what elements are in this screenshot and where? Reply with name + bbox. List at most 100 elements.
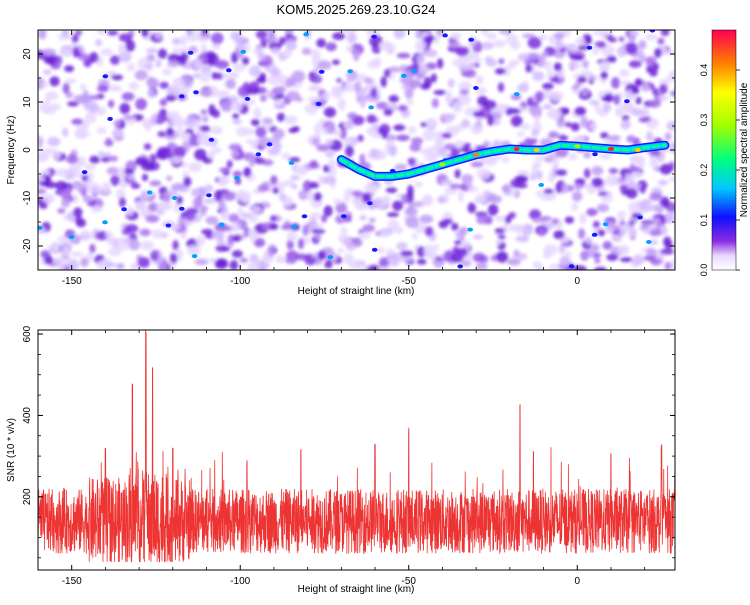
y-tick-label: 0	[22, 147, 33, 153]
spectrogram-cell	[226, 160, 233, 169]
spectrogram-cell	[200, 109, 208, 115]
spectrogram-cell	[649, 229, 662, 237]
spectrogram-cell	[660, 248, 675, 255]
spectrogram-cell	[203, 198, 217, 204]
spectrogram-cell	[202, 115, 209, 123]
spectrogram-cell	[162, 191, 171, 203]
spectrogram-cell	[538, 34, 548, 41]
spectrogram-cell	[407, 185, 414, 196]
spectrogram-hot-cell	[208, 137, 215, 142]
spectrogram-cell	[201, 228, 214, 235]
spectrogram-cell	[342, 30, 357, 34]
spectrogram-cell	[318, 89, 325, 96]
spectrogram-cell	[646, 248, 657, 257]
spectrogram-cell	[422, 129, 435, 141]
spectrogram-hot-cell	[240, 49, 247, 54]
spectrogram-cell	[220, 208, 230, 221]
spectrogram-cell	[619, 219, 626, 227]
spectrogram-cell	[212, 109, 220, 118]
spectrogram-cell	[97, 85, 110, 93]
spectrogram-cell	[657, 95, 670, 101]
spectrogram-cell	[386, 212, 399, 218]
spectrogram-cell	[48, 243, 61, 254]
spectrogram-cell	[396, 242, 408, 251]
spectrogram-cell	[159, 81, 169, 89]
spectrogram-cell	[184, 212, 196, 221]
spectrogram-cell	[172, 116, 186, 129]
spectrogram-hot-cell	[146, 190, 153, 195]
spectrogram-cell	[417, 64, 429, 76]
spectrogram-cell	[548, 263, 563, 270]
spectrogram-cell	[116, 262, 125, 270]
spectrogram-hot-cell	[38, 225, 43, 230]
x-tick-label: -100	[230, 276, 250, 287]
spectrogram-cell	[459, 88, 470, 95]
spectrogram-hot-cell	[586, 45, 593, 50]
spectrogram-cell	[218, 199, 226, 209]
spectrogram-cell	[74, 30, 83, 36]
spectrogram-cell	[459, 247, 468, 257]
spectrogram-cell	[89, 155, 100, 164]
spectrogram-cell	[195, 235, 206, 247]
spectrogram-hot-cell	[538, 182, 544, 187]
spectrogram-cell	[230, 101, 244, 112]
spectrogram-cell	[207, 54, 215, 67]
spectrogram-cell	[555, 39, 564, 51]
spectrogram-cell	[638, 116, 650, 123]
spectrogram-hot-cell	[401, 73, 407, 78]
spectrogram-cell	[526, 52, 540, 60]
spectrogram-hot-cell	[187, 50, 194, 55]
spectrogram-cell	[39, 169, 51, 176]
spectrogram-cell	[644, 33, 658, 41]
spectrogram-cell	[628, 202, 641, 214]
spectrogram-cell	[221, 246, 231, 252]
spectrogram-cell	[282, 49, 292, 59]
spectrogram-cell	[464, 62, 476, 70]
spectrogram-cell	[554, 31, 565, 40]
colorbar-label: Normalized spectral amplitude	[739, 82, 750, 217]
spectrogram-hot-cell	[179, 94, 185, 99]
spectrogram-cell	[528, 105, 543, 116]
spectrogram-cell	[207, 150, 216, 160]
spectrogram-cell	[42, 107, 57, 115]
spectrogram-cell	[72, 194, 79, 204]
spectrogram-cell	[97, 30, 107, 36]
spectrogram-cell	[352, 239, 363, 247]
spectrogram-cell	[258, 72, 267, 82]
spectrogram-cell	[414, 40, 427, 52]
spectrogram-cell	[81, 174, 89, 182]
spectrogram-cell	[249, 65, 261, 77]
spectrogram-cell	[533, 113, 541, 123]
spectrogram-cell	[232, 170, 243, 178]
spectrogram-cell	[250, 118, 260, 127]
spectrogram-cell	[585, 236, 593, 245]
spectrogram-cell	[600, 61, 610, 71]
spectrogram-hot-cell	[367, 201, 373, 206]
spectrogram-cell	[199, 207, 207, 217]
spectrogram-cell	[188, 135, 196, 148]
spectrogram-cell	[425, 117, 438, 128]
spectrogram-x-label: Height of straight line (km)	[298, 286, 415, 297]
trace-peak	[634, 148, 641, 152]
spectrogram-cell	[553, 230, 565, 240]
spectrogram-cell	[57, 34, 71, 41]
spectrogram-hot-cell	[291, 224, 298, 229]
spectrogram-cell	[657, 37, 665, 45]
spectrogram-cell	[65, 78, 77, 84]
spectrogram-cell	[594, 266, 607, 270]
spectrogram-cell	[517, 83, 529, 93]
spectrogram-cell	[411, 233, 418, 240]
spectrogram-cell	[487, 32, 497, 40]
spectrogram-cell	[257, 51, 266, 61]
spectrogram-cell	[345, 45, 354, 52]
spectrogram-cell	[649, 155, 659, 165]
spectrogram-cell	[617, 244, 630, 256]
spectrogram-cell	[400, 254, 414, 262]
spectrogram-cell	[533, 161, 542, 169]
spectrogram-cell	[438, 147, 448, 158]
x-tick-label: -100	[230, 576, 250, 587]
spectrogram-cell	[270, 215, 277, 222]
spectrogram-cell	[501, 30, 509, 34]
spectrogram-cell	[457, 93, 465, 100]
spectrogram-cell	[404, 87, 414, 100]
